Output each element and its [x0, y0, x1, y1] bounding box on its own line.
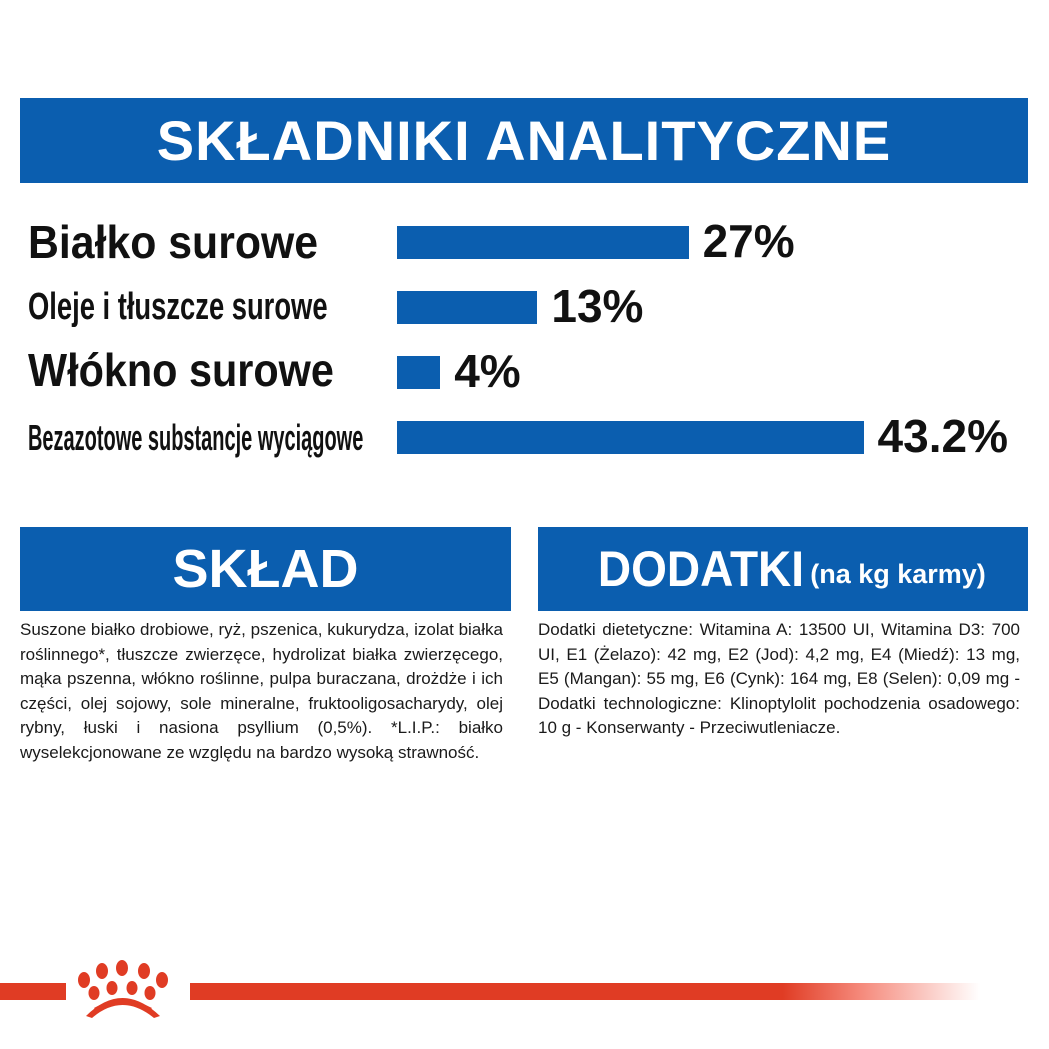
- value-label: 43.2%: [877, 410, 1008, 462]
- category-label: Bezazotowe substancje wyciągowe: [28, 417, 364, 458]
- royal-canin-crown-paw-icon: [78, 960, 168, 1018]
- dodatki-subheading: (na kg karmy): [810, 558, 986, 589]
- dodatki-text: Dodatki dietetyczne: Witamina A: 13500 U…: [538, 620, 1020, 737]
- sklad-header: SKŁAD: [20, 527, 511, 611]
- value-label: 27%: [702, 215, 795, 267]
- bar: [397, 226, 689, 259]
- category-label: Oleje i tłuszcze surowe: [28, 286, 328, 328]
- category-label: Białko surowe: [28, 216, 319, 268]
- analytical-title: SKŁADNIKI ANALITYCZNE: [156, 109, 892, 172]
- sklad-text: Suszone białko drobiowe, ryż, pszenica, …: [20, 620, 503, 762]
- dodatki-heading: DODATKI: [598, 541, 805, 597]
- bar: [397, 291, 538, 324]
- value-label: 4%: [454, 345, 521, 397]
- value-label: 13%: [551, 280, 644, 332]
- sklad-heading: SKŁAD: [172, 539, 359, 599]
- category-label: Włókno surowe: [28, 344, 334, 396]
- bar: [397, 421, 864, 454]
- bar: [397, 356, 441, 389]
- analytical-header: SKŁADNIKI ANALITYCZNE: [20, 98, 1028, 183]
- footer-red-stripe-right: [190, 983, 980, 1000]
- footer-red-stripe-left: [0, 983, 66, 1000]
- dodatki-header: DODATKI (na kg karmy): [538, 527, 1028, 611]
